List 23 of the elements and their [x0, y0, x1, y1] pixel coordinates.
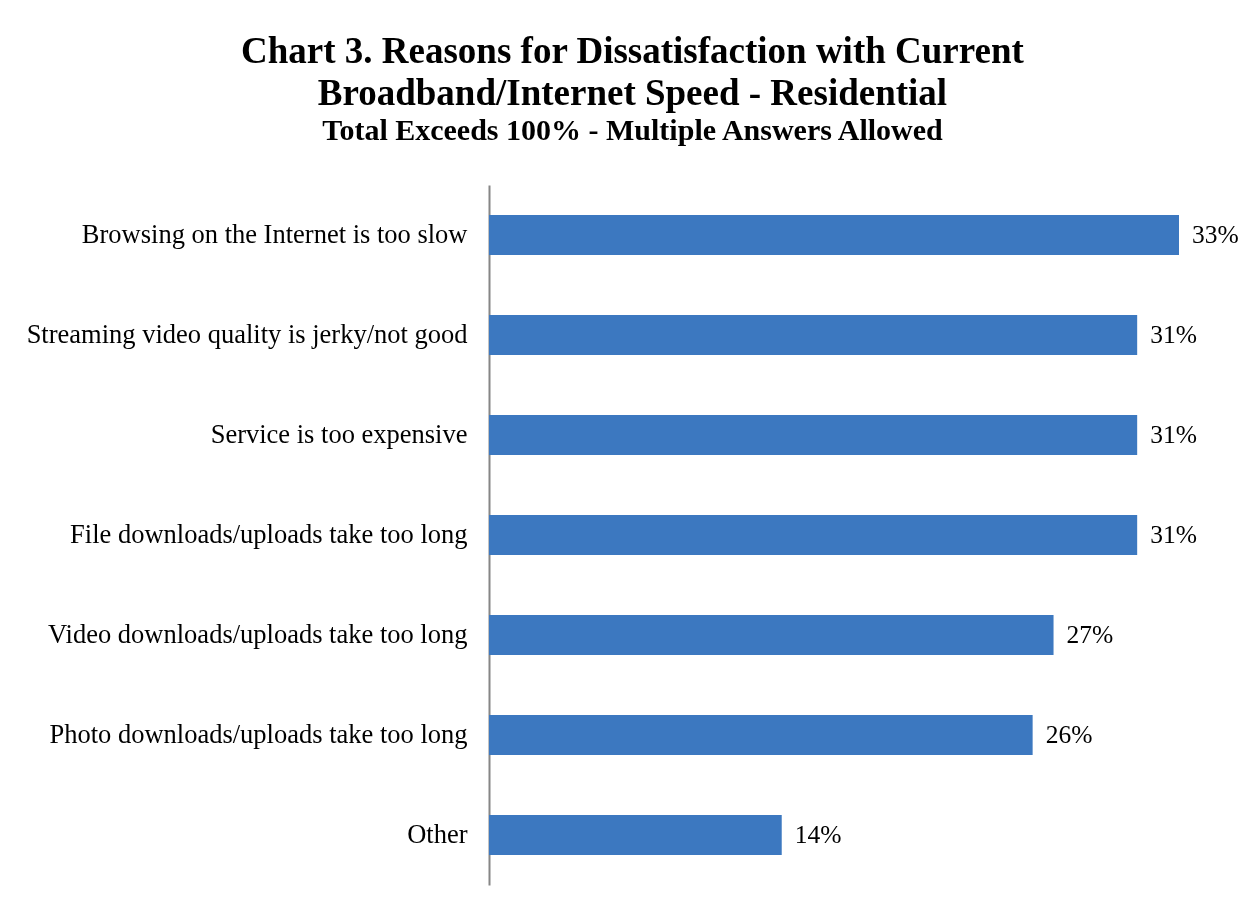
y-tick-label: Streaming video quality is jerky/not good [26, 319, 468, 349]
y-tick-label: Other [407, 819, 468, 849]
bar [489, 315, 1138, 355]
data-label: 33% [1192, 220, 1239, 249]
y-tick-label: Photo downloads/uploads take too long [49, 719, 468, 749]
bar [489, 815, 782, 855]
bar [489, 615, 1054, 655]
bar [489, 415, 1138, 455]
data-label: 31% [1150, 520, 1197, 549]
y-tick-label: Service is too expensive [210, 419, 468, 449]
data-label: 14% [794, 820, 842, 849]
data-label: 31% [1150, 320, 1197, 349]
y-tick-label: File downloads/uploads take too long [70, 519, 468, 549]
data-label: 27% [1066, 620, 1114, 649]
bar [489, 715, 1033, 755]
y-tick-label: Video downloads/uploads take too long [48, 619, 468, 649]
chart-subtitle: Total Exceeds 100% - Multiple Answers Allowed [322, 113, 944, 146]
chart-title: Chart 3. Reasons for Dissatisfaction with Current Broadband/Internet Speed - Residential [241, 30, 1025, 113]
data-label: 26% [1045, 720, 1093, 749]
y-tick-label: Browsing on the Internet is too slow [81, 219, 469, 249]
bar [489, 215, 1179, 255]
data-label: 31% [1150, 420, 1197, 449]
bar [489, 515, 1138, 555]
